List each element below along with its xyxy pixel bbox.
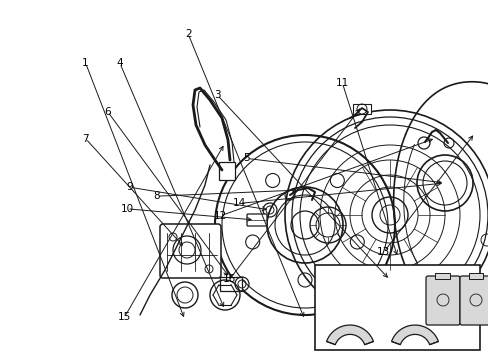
Bar <box>468 273 482 279</box>
Text: 9: 9 <box>126 182 133 192</box>
Bar <box>314 265 479 350</box>
Text: 8: 8 <box>153 191 160 201</box>
Text: 11: 11 <box>335 78 348 88</box>
Bar <box>219 162 235 180</box>
Polygon shape <box>391 325 438 345</box>
Text: 1: 1 <box>82 58 89 68</box>
Bar <box>220 277 242 291</box>
FancyBboxPatch shape <box>425 276 459 325</box>
Text: 3: 3 <box>214 90 221 100</box>
FancyBboxPatch shape <box>459 276 488 325</box>
Text: 4: 4 <box>116 58 123 68</box>
FancyBboxPatch shape <box>246 214 266 226</box>
FancyBboxPatch shape <box>160 224 221 278</box>
Text: 2: 2 <box>184 29 191 39</box>
Text: 6: 6 <box>104 107 111 117</box>
Polygon shape <box>326 325 373 345</box>
Text: 14: 14 <box>232 198 246 208</box>
Text: 16: 16 <box>223 274 236 284</box>
Text: 10: 10 <box>121 204 133 214</box>
Text: 13: 13 <box>376 247 390 257</box>
Text: 15: 15 <box>118 312 131 322</box>
Bar <box>434 273 449 279</box>
Text: 5: 5 <box>243 153 250 163</box>
Text: 12: 12 <box>213 211 226 221</box>
Bar <box>352 104 370 114</box>
Text: 7: 7 <box>82 134 89 144</box>
